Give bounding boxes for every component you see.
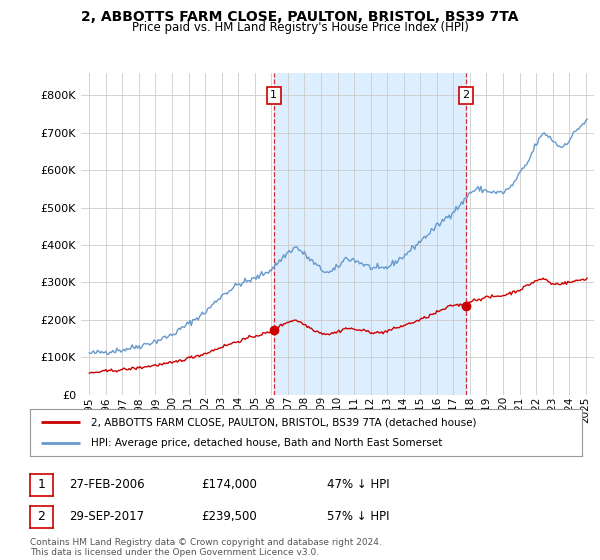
Text: 47% ↓ HPI: 47% ↓ HPI [327,478,389,492]
Text: 1: 1 [37,478,46,492]
Text: 2, ABBOTTS FARM CLOSE, PAULTON, BRISTOL, BS39 7TA (detached house): 2, ABBOTTS FARM CLOSE, PAULTON, BRISTOL,… [91,417,476,427]
Text: Price paid vs. HM Land Registry's House Price Index (HPI): Price paid vs. HM Land Registry's House … [131,21,469,34]
Text: £174,000: £174,000 [201,478,257,492]
Text: 2, ABBOTTS FARM CLOSE, PAULTON, BRISTOL, BS39 7TA: 2, ABBOTTS FARM CLOSE, PAULTON, BRISTOL,… [81,10,519,24]
Text: 1: 1 [270,90,277,100]
Bar [274,73,466,395]
Text: 57% ↓ HPI: 57% ↓ HPI [327,510,389,524]
Text: 2: 2 [462,90,469,100]
Text: £239,500: £239,500 [201,510,257,524]
Text: 29-SEP-2017: 29-SEP-2017 [69,510,144,524]
Text: Contains HM Land Registry data © Crown copyright and database right 2024.
This d: Contains HM Land Registry data © Crown c… [30,538,382,557]
Text: 27-FEB-2006: 27-FEB-2006 [69,478,145,492]
Text: HPI: Average price, detached house, Bath and North East Somerset: HPI: Average price, detached house, Bath… [91,438,442,448]
Text: 2: 2 [37,510,46,524]
